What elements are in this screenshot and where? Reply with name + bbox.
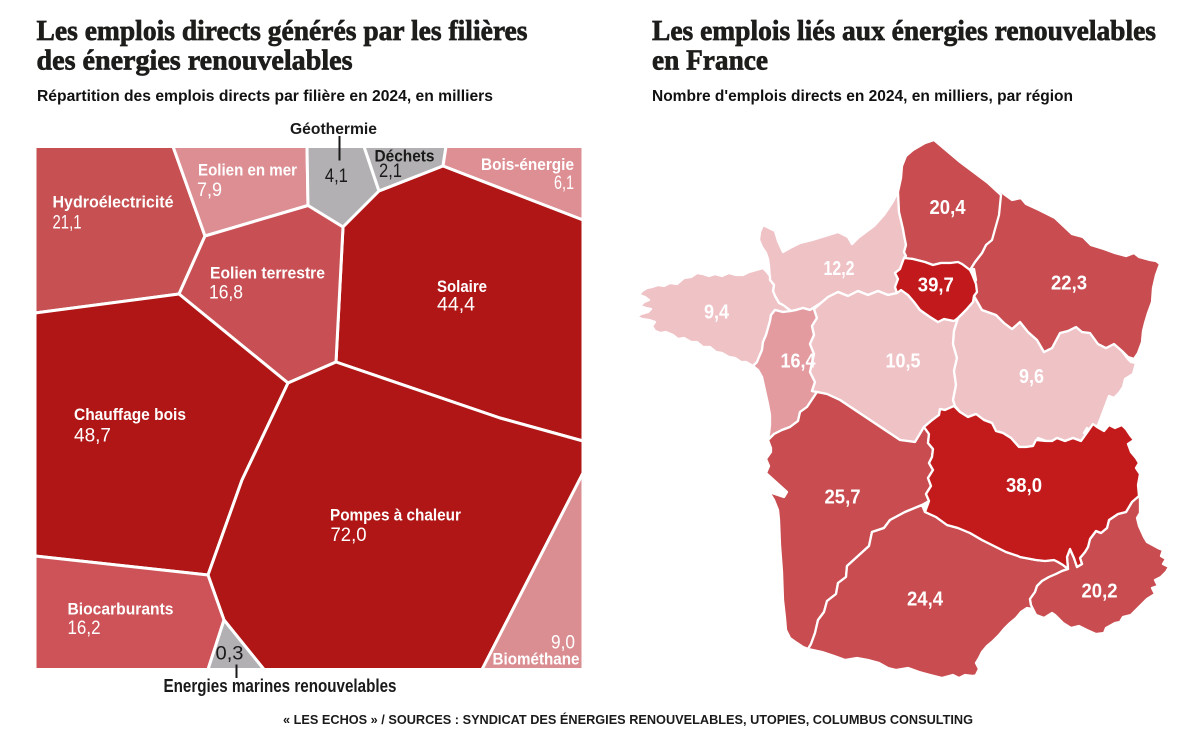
svg-text:Biométhane: Biométhane	[493, 650, 580, 669]
svg-text:38,0: 38,0	[1006, 474, 1042, 497]
svg-text:2,1: 2,1	[379, 161, 402, 182]
svg-text:« LES ECHOS » / SOURCES : SYND: « LES ECHOS » / SOURCES : SYNDICAT DES É…	[283, 712, 973, 727]
svg-text:24,4: 24,4	[907, 588, 944, 611]
svg-text:48,7: 48,7	[74, 426, 111, 447]
svg-text:des énergies renouvelables: des énergies renouvelables	[37, 45, 353, 77]
svg-text:Eolien en mer: Eolien en mer	[198, 161, 297, 180]
svg-text:44,4: 44,4	[437, 295, 475, 316]
svg-text:22,3: 22,3	[1051, 272, 1087, 295]
svg-text:9,4: 9,4	[704, 301, 730, 324]
svg-text:12,2: 12,2	[824, 257, 855, 280]
svg-text:16,2: 16,2	[68, 618, 101, 639]
svg-text:39,7: 39,7	[918, 274, 954, 297]
svg-text:en France: en France	[652, 45, 768, 77]
svg-text:Eolien terrestre: Eolien terrestre	[210, 264, 325, 283]
svg-text:Biocarburants: Biocarburants	[68, 600, 174, 619]
svg-text:Pompes à chaleur: Pompes à chaleur	[330, 506, 461, 525]
svg-text:4,1: 4,1	[325, 166, 348, 187]
svg-text:Energies marines renouvelables: Energies marines renouvelables	[164, 676, 397, 696]
svg-text:Bois-énergie: Bois-énergie	[481, 155, 574, 174]
svg-text:9,6: 9,6	[1019, 365, 1044, 388]
svg-text:20,4: 20,4	[930, 196, 967, 219]
svg-text:16,8: 16,8	[209, 283, 243, 304]
svg-text:0,3: 0,3	[216, 644, 244, 665]
svg-text:9,0: 9,0	[551, 633, 575, 654]
svg-text:Les emplois liés aux énergies: Les emplois liés aux énergies renouvelab…	[652, 15, 1156, 47]
svg-text:16,4: 16,4	[781, 350, 817, 373]
svg-text:Chauffage bois: Chauffage bois	[74, 405, 186, 424]
svg-text:6,1: 6,1	[554, 173, 574, 194]
svg-text:Répartition des emplois direct: Répartition des emplois directs par fili…	[37, 88, 493, 105]
svg-text:20,2: 20,2	[1082, 580, 1118, 603]
svg-text:Hydroélectricité: Hydroélectricité	[53, 193, 174, 212]
svg-text:Déchets: Déchets	[375, 147, 435, 166]
svg-text:Les emplois directs générés pa: Les emplois directs générés par les fili…	[37, 15, 528, 47]
svg-text:Nombre d'emplois directs en 20: Nombre d'emplois directs en 2024, en mil…	[652, 88, 1073, 105]
svg-text:21,1: 21,1	[53, 213, 82, 234]
svg-text:Géothermie: Géothermie	[290, 121, 377, 138]
svg-text:7,9: 7,9	[197, 180, 222, 201]
svg-text:10,5: 10,5	[886, 350, 921, 373]
svg-text:Solaire: Solaire	[437, 277, 487, 296]
svg-text:25,7: 25,7	[825, 486, 861, 509]
svg-text:72,0: 72,0	[331, 525, 367, 546]
